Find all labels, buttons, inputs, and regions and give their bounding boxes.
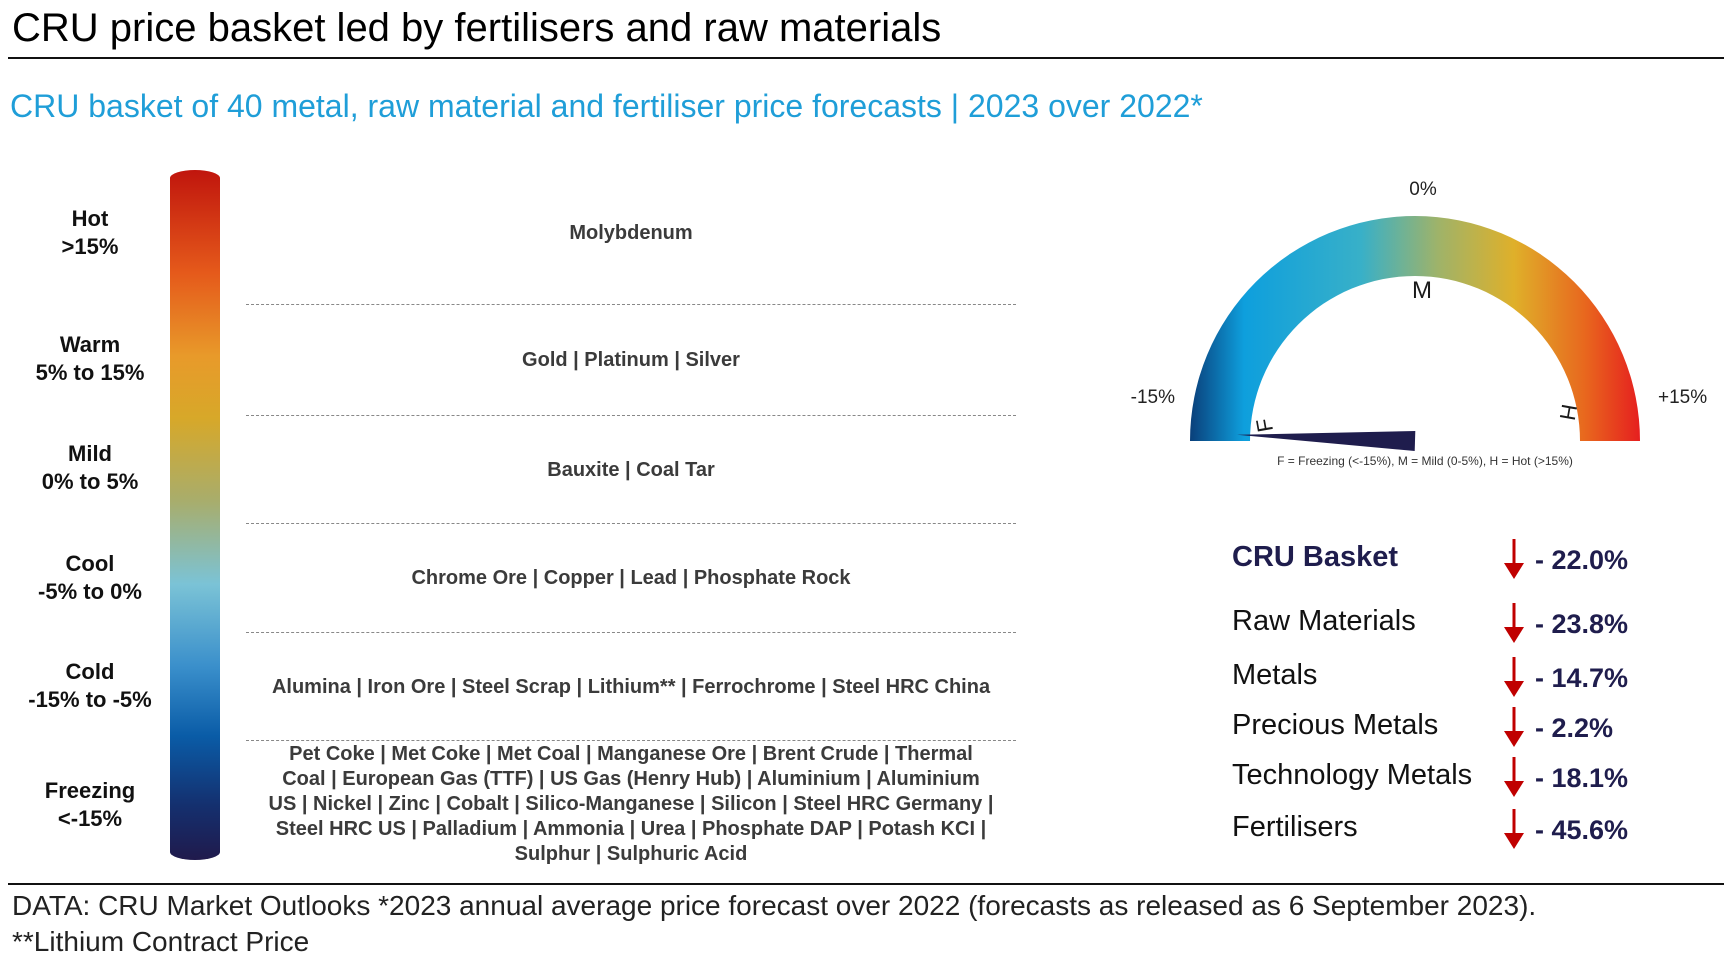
metric-value: - 22.0% bbox=[1535, 545, 1629, 575]
title-divider bbox=[8, 57, 1724, 59]
metric-value: - 23.8% bbox=[1535, 609, 1629, 639]
down-arrow-icon bbox=[1504, 539, 1524, 579]
gauge-max-label: +15% bbox=[1658, 387, 1707, 408]
metric-name: Precious Metals bbox=[1232, 709, 1439, 741]
commodity-group-cold: Alumina | Iron Ore | Steel Scrap | Lithi… bbox=[271, 676, 991, 698]
metric-name: Raw Materials bbox=[1232, 605, 1416, 637]
band-name: Hot bbox=[71, 206, 109, 231]
commodity-line: Pet Coke | Met Coke | Met Coal | Mangane… bbox=[289, 743, 973, 765]
commodity-line: US | Nickel | Zinc | Cobalt | Silico-Man… bbox=[268, 793, 994, 815]
gauge-letter-f: F bbox=[1251, 417, 1278, 435]
down-arrow-icon bbox=[1504, 707, 1524, 747]
footer-note-line: **Lithium Contract Price bbox=[12, 926, 310, 957]
page-title: CRU price basket led by fertilisers and … bbox=[12, 6, 942, 50]
commodity-line: Steel HRC US | Palladium | Ammonia | Ure… bbox=[275, 818, 987, 840]
commodity-line: Coal | European Gas (TTF) | US Gas (Henr… bbox=[282, 768, 980, 790]
temperature-scale-bar bbox=[170, 170, 220, 860]
band-divider bbox=[246, 632, 1016, 633]
band-range: 0% to 5% bbox=[41, 469, 139, 494]
footer-source-line: DATA: CRU Market Outlooks *2023 annual a… bbox=[12, 890, 1537, 921]
down-arrow-icon bbox=[1504, 757, 1524, 797]
metric-value: - 18.1% bbox=[1535, 763, 1629, 793]
commodity-group-warm: Gold | Platinum | Silver bbox=[522, 349, 740, 371]
metric-value: - 45.6% bbox=[1535, 815, 1629, 845]
basket-gauge: 0% -15% +15% M F H F = Freezing (<-15%),… bbox=[1131, 179, 1708, 468]
band-name: Warm bbox=[59, 332, 121, 357]
band-name: Freezing bbox=[44, 778, 136, 803]
commodity-group-cool: Chrome Ore | Copper | Lead | Phosphate R… bbox=[411, 567, 851, 589]
band-label-cold: Cold -15% to -5% bbox=[0, 658, 180, 714]
band-range: <-15% bbox=[57, 806, 123, 831]
band-divider bbox=[246, 740, 1016, 741]
band-label-hot: Hot >15% bbox=[0, 205, 180, 261]
band-range: 5% to 15% bbox=[35, 360, 145, 385]
band-label-freezing: Freezing <-15% bbox=[0, 777, 180, 833]
gauge-letter-h: H bbox=[1555, 402, 1582, 422]
band-label-mild: Mild 0% to 5% bbox=[0, 440, 180, 496]
band-range: -5% to 0% bbox=[38, 579, 142, 604]
down-arrow-icon bbox=[1504, 657, 1524, 697]
footer-source: DATA: CRU Market Outlooks *2023 annual a… bbox=[12, 888, 1722, 960]
band-range: >15% bbox=[61, 234, 119, 259]
metric-value: - 2.2% bbox=[1535, 713, 1614, 743]
gauge-arc bbox=[1190, 216, 1640, 441]
chart-subtitle: CRU basket of 40 metal, raw material and… bbox=[10, 88, 1203, 124]
commodity-line: Sulphur | Sulphuric Acid bbox=[514, 843, 748, 865]
metric-name: CRU Basket bbox=[1232, 541, 1398, 573]
commodity-group-mild: Bauxite | Coal Tar bbox=[547, 459, 715, 481]
metric-name: Technology Metals bbox=[1232, 759, 1473, 791]
gauge-legend: F = Freezing (<-15%), M = Mild (0-5%), H… bbox=[1277, 454, 1573, 468]
band-divider bbox=[246, 304, 1016, 305]
gauge-mid-label: 0% bbox=[1409, 179, 1437, 200]
commodity-group-hot: Molybdenum bbox=[569, 222, 693, 244]
gauge-min-label: -15% bbox=[1131, 387, 1175, 408]
metric-name: Metals bbox=[1232, 659, 1318, 691]
down-arrow-icon bbox=[1504, 809, 1524, 849]
commodity-group-freezing: Pet Coke | Met Coke | Met Coal | Mangane… bbox=[246, 742, 1016, 867]
band-name: Mild bbox=[68, 441, 112, 466]
band-label-cool: Cool -5% to 0% bbox=[0, 550, 180, 606]
band-label-warm: Warm 5% to 15% bbox=[0, 331, 180, 387]
down-arrow-icon bbox=[1504, 603, 1524, 643]
band-range: -15% to -5% bbox=[28, 687, 152, 712]
footer-divider bbox=[8, 883, 1724, 885]
band-divider bbox=[246, 523, 1016, 524]
metric-value: - 14.7% bbox=[1535, 663, 1629, 693]
band-name: Cool bbox=[65, 551, 115, 576]
gauge-needle bbox=[1237, 431, 1416, 451]
band-name: Cold bbox=[65, 659, 115, 684]
band-divider bbox=[246, 415, 1016, 416]
gauge-letter-m: M bbox=[1412, 277, 1432, 304]
metric-name: Fertilisers bbox=[1232, 811, 1358, 843]
